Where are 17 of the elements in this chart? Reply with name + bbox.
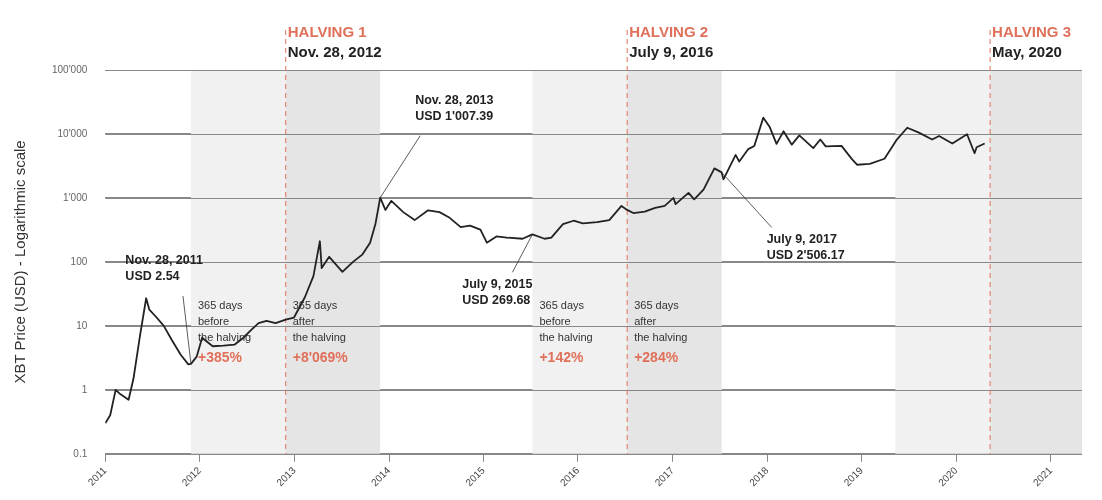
y-tick-label: 10'000 — [57, 127, 88, 139]
annotation: July 9, 2015 USD 269.68 — [462, 277, 533, 308]
y-tick-label: 10 — [76, 319, 88, 331]
annotation: Nov. 28, 2013 USD 1'007.39 — [415, 92, 494, 123]
ref-line-label: HALVING 1 Nov. 28, 2012 — [287, 23, 382, 60]
annotation: July 9, 2017 USD 2'506.17 — [766, 232, 845, 263]
band-label: 365 days before the halving +142% — [539, 298, 593, 366]
y-tick-label: 1 — [81, 383, 88, 395]
y-tick-label: 0.1 — [73, 447, 88, 459]
ref-line-label: HALVING 3 May, 2020 — [992, 23, 1072, 60]
annotation: Nov. 28, 2011 USD 2.54 — [125, 252, 204, 283]
y-tick-label: 100 — [70, 255, 88, 267]
y-tick-label: 100'000 — [52, 63, 88, 75]
y-axis-title: XBT Price (USD) - Logarithmic scale — [11, 140, 29, 384]
y-tick-label: 1'000 — [63, 191, 88, 203]
band-label: 365 days after the halving +284% — [634, 298, 688, 366]
ref-line-label: HALVING 2 July 9, 2016 — [629, 23, 714, 60]
